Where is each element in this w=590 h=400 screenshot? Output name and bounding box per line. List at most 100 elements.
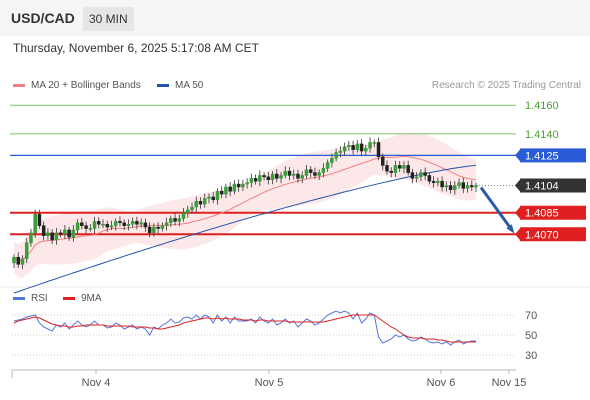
candle-body (143, 222, 148, 228)
candle-body (258, 175, 262, 182)
candle-body (266, 176, 271, 181)
candle-body (50, 232, 54, 241)
level-label-box (520, 205, 586, 220)
candle-body (385, 165, 389, 172)
candle (92, 216, 97, 234)
candle (470, 180, 474, 192)
candle-body (122, 222, 126, 226)
candle-body (12, 256, 16, 264)
candle (457, 178, 461, 189)
candle (359, 139, 364, 157)
candle-body (321, 168, 326, 173)
candle (186, 205, 190, 218)
candle-body (54, 232, 59, 241)
candle-body (152, 226, 156, 234)
candle-body (427, 175, 432, 182)
candle (347, 140, 351, 151)
candle (54, 227, 59, 245)
candle-body (402, 165, 406, 169)
candle-body (29, 232, 33, 244)
level-label: 1.4085 (525, 208, 559, 220)
candle-body (135, 221, 139, 225)
timeframe-button[interactable]: 30 MIN (83, 7, 134, 31)
candle (50, 229, 54, 245)
candle (389, 167, 393, 178)
candle-body (406, 165, 410, 173)
candle (351, 140, 355, 155)
candle (296, 169, 300, 183)
level-label-pointer (515, 227, 521, 242)
candle-body (113, 221, 118, 226)
candle (304, 164, 309, 179)
candle (215, 188, 220, 205)
candle-body (173, 218, 177, 222)
candle (97, 217, 101, 229)
candle (474, 182, 478, 192)
forecast-arrow (479, 186, 514, 232)
legend-rsi: RSI (13, 293, 48, 304)
candle-body (215, 190, 220, 201)
candle (236, 179, 241, 192)
candle-body (372, 142, 377, 144)
candle-body (139, 222, 143, 225)
candle-body (474, 185, 478, 188)
candle-body (16, 256, 20, 265)
candle (224, 183, 228, 199)
resistance-label: 1.4160 (525, 100, 559, 112)
candle (169, 215, 173, 227)
candle-body (279, 175, 283, 179)
candle (177, 214, 182, 227)
candle (105, 220, 109, 232)
rsi-tick-label: 50 (525, 330, 537, 342)
candle-body (190, 206, 194, 211)
candle (279, 171, 283, 184)
candle (37, 209, 42, 229)
level-label-box (520, 227, 586, 242)
candle-body (351, 145, 355, 150)
level-label-pointer (515, 148, 521, 163)
candle-body (304, 169, 309, 176)
candle (181, 207, 186, 222)
candle-body (393, 165, 398, 173)
candle (419, 169, 423, 182)
legend-rsi-label: RSI (31, 293, 48, 304)
candle (101, 219, 105, 229)
candle (41, 221, 46, 241)
candle (308, 166, 313, 178)
candle (109, 220, 114, 231)
candle (84, 221, 88, 234)
candle-body (355, 143, 360, 150)
candle (258, 170, 262, 187)
candle (372, 139, 377, 148)
legend-rsi-ma-label: 9MA (81, 293, 102, 304)
candle (207, 193, 211, 204)
candle-body (177, 218, 182, 222)
candle (113, 218, 118, 231)
rsi-tick-label: 30 (525, 350, 537, 362)
candle-body (347, 145, 351, 148)
level-label-box (520, 178, 586, 193)
candle (410, 168, 415, 184)
candle (156, 222, 160, 234)
candle-body (334, 152, 338, 159)
candle (313, 167, 317, 180)
candle (29, 228, 33, 247)
candle-body (194, 201, 199, 208)
candle (253, 174, 258, 185)
candle-body (431, 180, 436, 183)
candle-body (88, 228, 93, 230)
candle (381, 153, 385, 171)
timestamp: Thursday, November 6, 2025 5:17:08 AM CE… (13, 41, 259, 55)
candle-body (160, 225, 165, 229)
candle-body (186, 209, 190, 213)
candle (431, 176, 436, 188)
candle-body (283, 170, 288, 176)
rsi-tick-label: 70 (525, 310, 537, 322)
rsi-line (13, 310, 476, 346)
level-label: 1.4125 (525, 150, 559, 162)
candle (436, 177, 440, 187)
candle-body (376, 142, 381, 158)
candle-body (202, 198, 207, 205)
level-label-pointer (515, 205, 521, 220)
candle (393, 160, 398, 178)
